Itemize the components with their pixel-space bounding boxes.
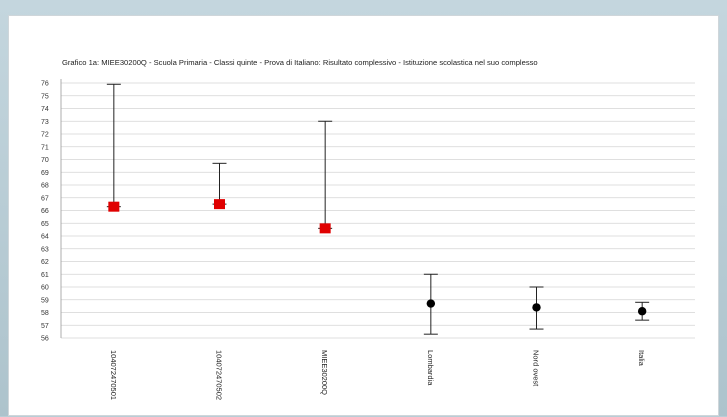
- x-category-label: Nord ovest: [532, 350, 541, 387]
- error-bar-chart: Grafico 1a: MIEE30200Q - Scuola Primaria…: [9, 16, 720, 417]
- y-tick-label: 60: [41, 285, 49, 292]
- y-tick-label: 71: [41, 144, 49, 151]
- circle-marker: [532, 303, 540, 311]
- square-marker: [214, 199, 225, 209]
- y-tick-label: 68: [41, 183, 49, 190]
- y-tick-label: 62: [41, 259, 49, 266]
- circle-marker: [638, 307, 646, 315]
- chart-panel: Grafico 1a: MIEE30200Q - Scuola Primaria…: [8, 15, 719, 416]
- y-tick-label: 56: [41, 336, 49, 343]
- y-tick-label: 65: [41, 221, 49, 228]
- x-category-labels: 104072470501 104072470502 MIEE30200Q Lombar…: [109, 350, 646, 400]
- x-category-label: MIEE30200Q: [320, 350, 329, 395]
- square-marker: [320, 223, 331, 233]
- y-tick-label: 64: [41, 234, 49, 241]
- y-tick-label: 57: [41, 323, 49, 330]
- y-tick-label: 73: [41, 119, 49, 126]
- x-category-label: Italia: [637, 350, 646, 367]
- gridlines: [61, 83, 695, 338]
- y-tick-label: 76: [41, 81, 49, 88]
- y-tick-label: 69: [41, 170, 49, 177]
- y-tick-label: 59: [41, 297, 49, 304]
- y-tick-label: 61: [41, 272, 49, 279]
- y-tick-label: 67: [41, 195, 49, 202]
- y-tick-label: 70: [41, 157, 49, 164]
- circle-marker: [427, 299, 435, 307]
- y-tick-label: 63: [41, 246, 49, 253]
- square-marker: [108, 202, 119, 212]
- y-tick-label: 66: [41, 208, 49, 215]
- y-tick-labels: 56 57 58 59 60 61 62 63 64 65 66 67 68 69 70 71 72 73 74 75…: [41, 81, 49, 343]
- x-category-label: 104072470502: [215, 350, 224, 400]
- error-bars: [107, 84, 649, 334]
- y-tick-label: 58: [41, 310, 49, 317]
- point-markers: [108, 199, 646, 315]
- y-tick-label: 72: [41, 132, 49, 139]
- y-tick-label: 74: [41, 106, 49, 113]
- x-category-label: Lombardia: [426, 350, 435, 386]
- chart-title: Grafico 1a: MIEE30200Q - Scuola Primaria…: [62, 58, 538, 67]
- x-category-label: 104072470501: [109, 350, 118, 400]
- y-tick-label: 75: [41, 93, 49, 100]
